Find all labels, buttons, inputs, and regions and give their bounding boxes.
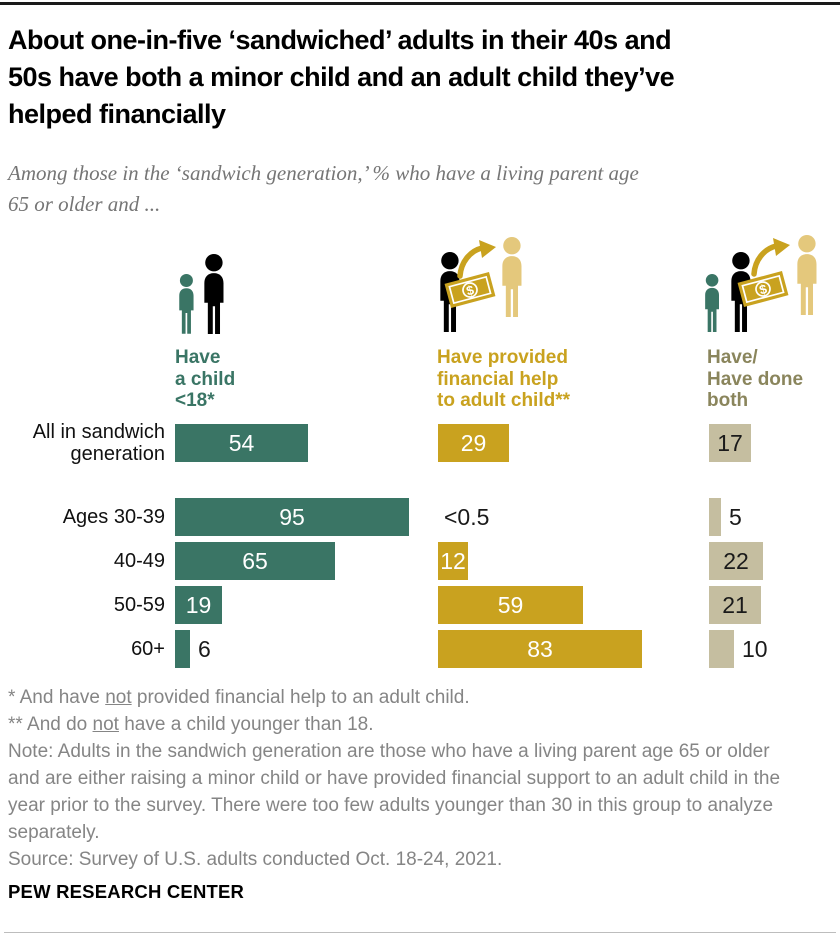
bar-value: 6 [198,636,211,662]
column-header-financial-help: Have provided financial help to adult ch… [437,347,570,411]
bar [175,586,222,624]
footnote-text: * And have [8,687,106,708]
footnote-text: ** And do [8,714,93,735]
row-label: Ages 30-39 [62,506,165,528]
bar [175,424,308,462]
bar [438,630,642,668]
bar-value: 21 [722,592,748,618]
adult-child-icon [797,235,817,316]
bar-value: 10 [742,636,768,662]
bar-value: 19 [185,592,212,618]
parent-adult-icon [204,254,224,335]
footnote-text: have a child younger than 18. [118,714,374,735]
bar [175,630,190,668]
minor-child-icon [705,274,720,332]
bar [709,586,761,624]
bar-value: 29 [460,430,487,456]
footnote-underlined-word: not [105,687,132,708]
transfer-arrow-icon [460,240,496,276]
minor-child-icon [179,274,194,334]
transfer-arrow-icon [754,238,790,274]
note: Note: Adults in the sandwich generation … [8,741,781,843]
bar-value: 54 [228,430,255,456]
bar-value: 95 [279,504,305,530]
bar [709,542,763,580]
bar [709,630,734,668]
bar [438,542,468,580]
bar [175,542,335,580]
bar-value: 65 [242,548,268,574]
row-label: All in sandwich generation [32,421,165,465]
row-label: 40-49 [113,550,165,572]
bar [438,586,583,624]
bar [709,498,721,536]
bar [175,498,409,536]
bar-value: <0.5 [444,504,490,530]
bar-value: 17 [717,430,743,456]
column-header-both: Have/ Have done both [707,347,804,411]
brand-logo-text: PEW RESEARCH CENTER [8,881,245,902]
bar-value: 83 [527,636,553,662]
column-header-have-child: Have a child <18* [175,347,236,411]
bar [709,424,751,462]
source: Source: Survey of U.S. adults conducted … [8,849,503,870]
chart-title: About one-in-five ‘sandwiched’ adults in… [8,25,675,129]
bar-value: 22 [723,548,749,574]
footnotes: * And have not provided financial help t… [8,684,836,873]
bar-value: 59 [497,592,524,618]
footnote-text: provided financial help to an adult chil… [131,687,470,708]
row-label: 60+ [131,638,165,660]
adult-child-icon [502,237,522,318]
row-label: 50-59 [113,594,165,616]
bar-chart: All in sandwich generation 54 29 17 Ages 30-… [0,421,840,676]
chart-subtitle: Among those in the ‘sandwich generation,… [8,161,639,216]
bar-value: 12 [440,548,466,574]
bar-value: 5 [729,504,742,530]
icons-illustration: $ [179,235,817,335]
footnote-single-asterisk: * And have not provided financial help t… [8,684,836,711]
footnote-double-asterisk: ** And do not have a child younger than … [8,711,836,738]
bottom-divider [4,932,836,933]
bar [438,424,509,462]
footnote-underlined-word: not [92,714,119,735]
top-divider [0,2,840,5]
